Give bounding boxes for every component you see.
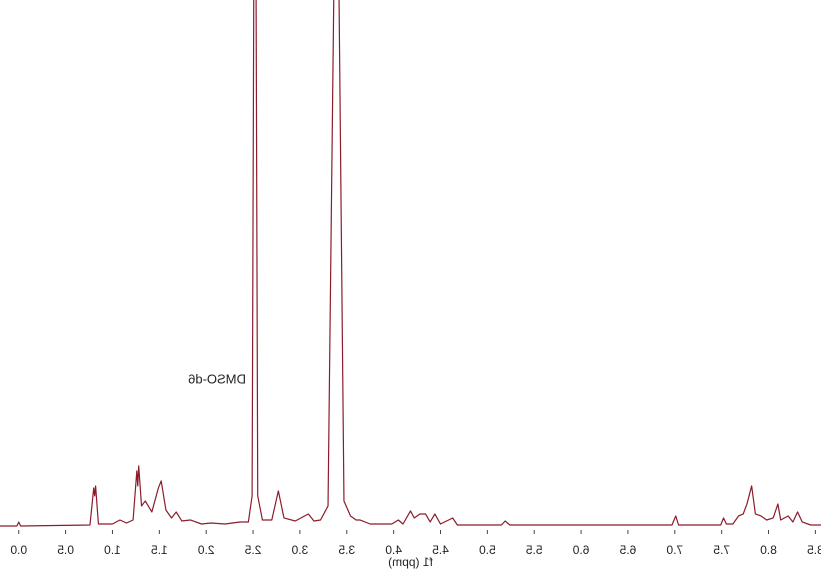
x-tick-label: 7.0 [666,543,683,557]
x-tick-label: 2.5 [244,543,261,557]
x-tick-label: 2.0 [198,543,215,557]
x-tick-label: 1.5 [151,543,168,557]
x-tick-label: 6.0 [572,543,589,557]
spectrum-line [0,0,821,527]
x-tick-label: 8.5 [807,543,821,557]
x-tick-label: 1.0 [104,543,121,557]
x-tick-label: 4.0 [385,543,402,557]
x-tick-label: 0.0 [10,543,27,557]
x-tick-label: 4.5 [432,543,449,557]
annotation: DMSO-d6 [188,371,246,386]
x-tick-label: 3.5 [338,543,355,557]
x-tick-label: 5.0 [479,543,496,557]
x-tick-label: 0.5 [57,543,74,557]
x-tick-label: 5.5 [526,543,543,557]
x-tick-label: 3.0 [291,543,308,557]
plot-area [0,0,821,527]
x-tick-label: 8.0 [760,543,777,557]
x-tick-label: 7.5 [713,543,730,557]
x-axis-label: f1 (ppm) [388,555,433,569]
x-tick-label: 6.5 [619,543,636,557]
